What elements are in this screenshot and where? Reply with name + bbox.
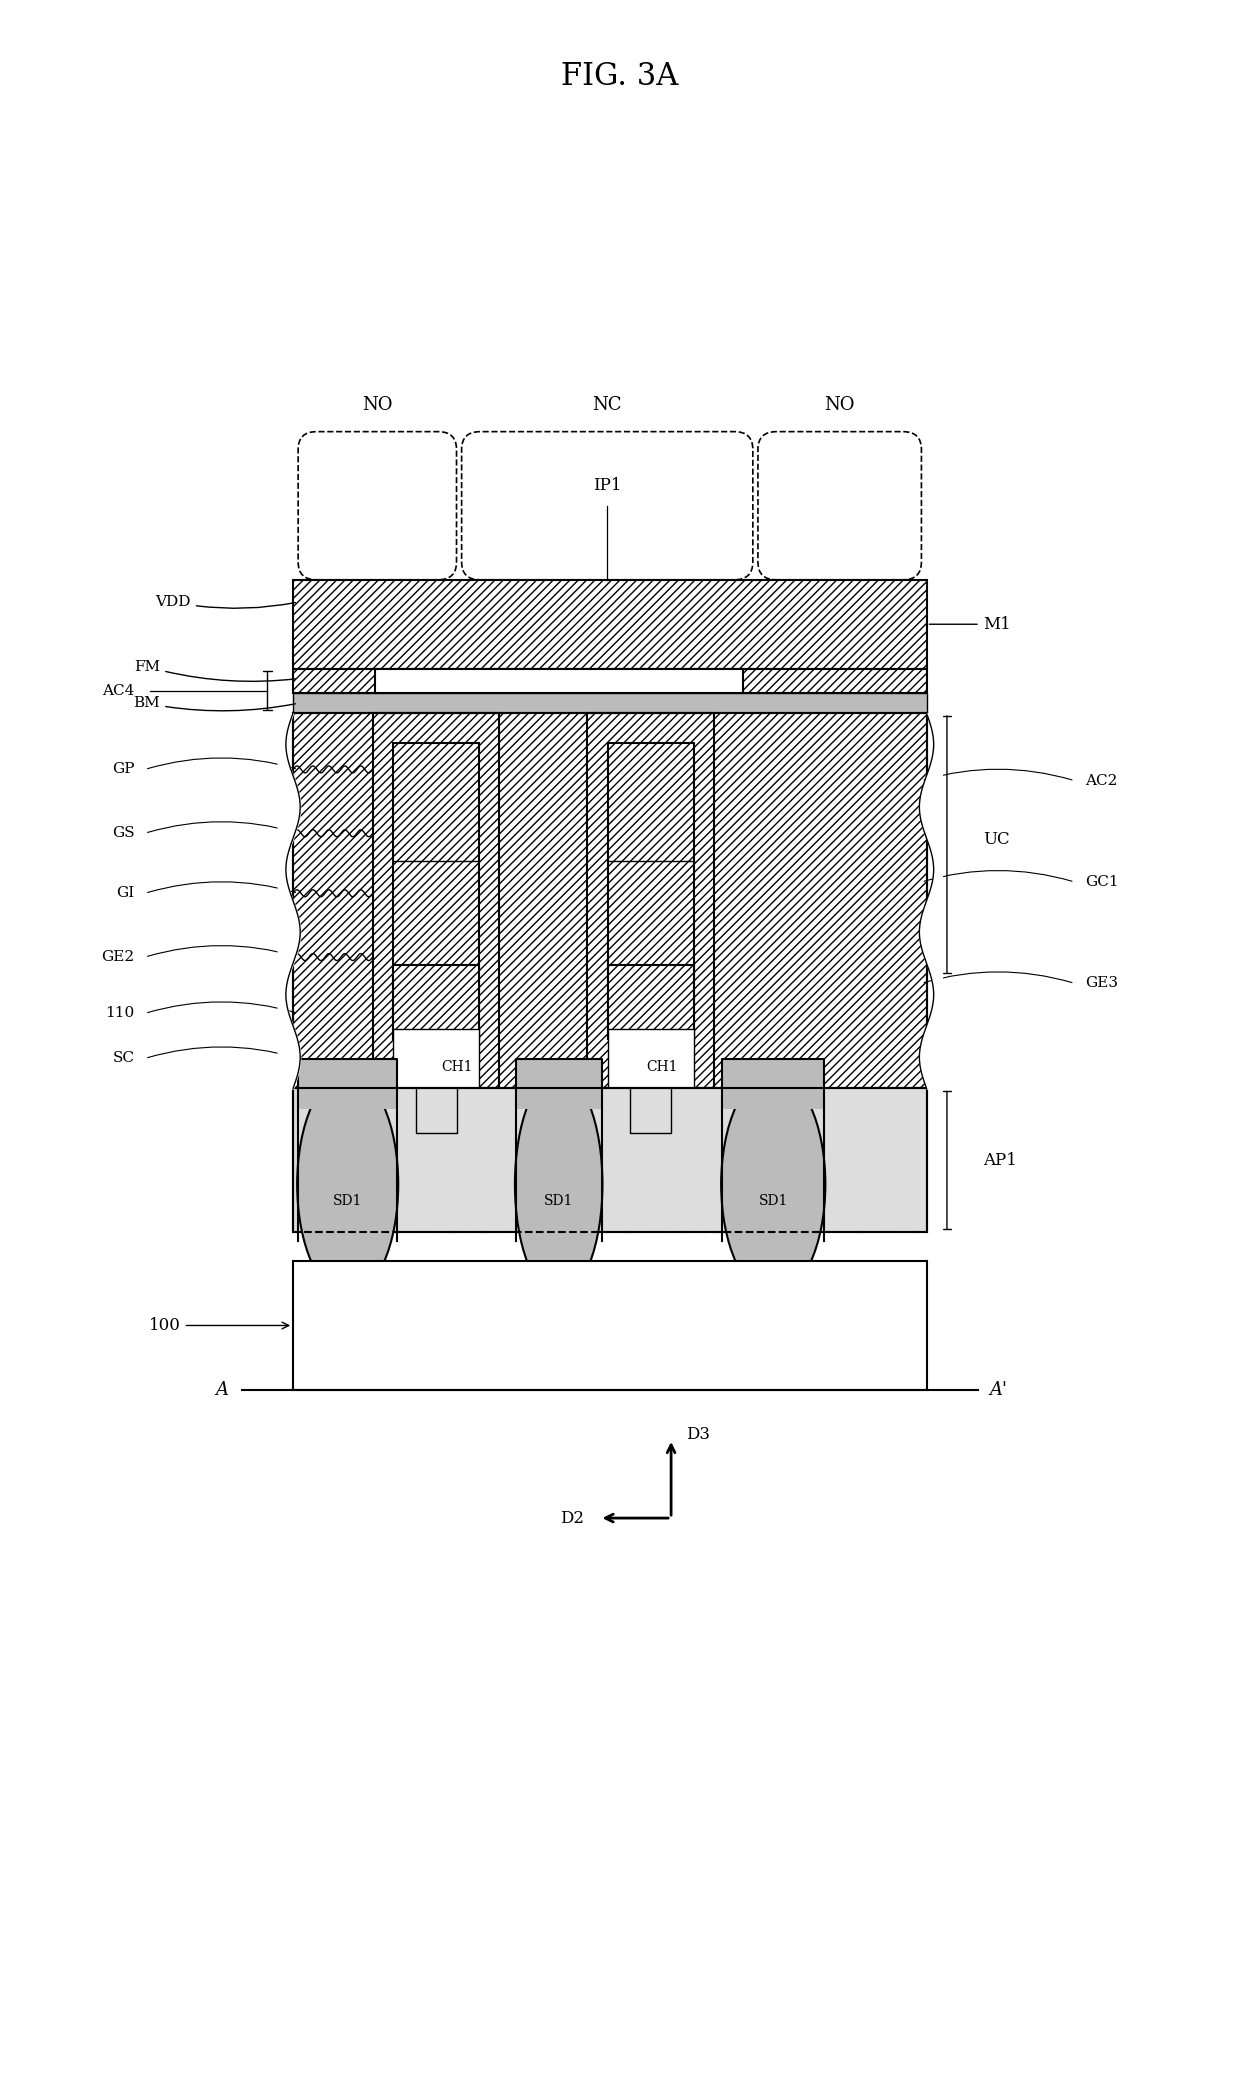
Ellipse shape bbox=[515, 1073, 603, 1297]
Text: UC: UC bbox=[983, 831, 1009, 848]
Bar bbox=[608, 965, 693, 1040]
Bar bbox=[293, 1088, 926, 1232]
Bar bbox=[588, 714, 714, 1088]
Text: A: A bbox=[215, 1380, 228, 1399]
Bar bbox=[722, 1059, 825, 1109]
Text: M1: M1 bbox=[929, 616, 1011, 633]
Text: NC: NC bbox=[593, 397, 622, 413]
Text: BM: BM bbox=[134, 695, 295, 710]
Bar bbox=[608, 965, 693, 1040]
Text: AC4: AC4 bbox=[102, 685, 135, 697]
Bar bbox=[608, 743, 693, 1040]
Text: SD1: SD1 bbox=[544, 1194, 573, 1207]
Text: 100: 100 bbox=[149, 1318, 289, 1334]
Text: GE3: GE3 bbox=[1085, 977, 1118, 990]
Text: NO: NO bbox=[825, 397, 854, 413]
Bar bbox=[608, 1029, 693, 1088]
Bar bbox=[293, 668, 926, 693]
Text: IP1: IP1 bbox=[593, 478, 621, 495]
Text: A': A' bbox=[990, 1380, 1007, 1399]
Bar bbox=[393, 743, 479, 1040]
Bar bbox=[293, 1261, 926, 1391]
Text: CH1: CH1 bbox=[646, 1059, 677, 1073]
Text: FM: FM bbox=[134, 660, 295, 681]
Bar bbox=[393, 743, 479, 1040]
Text: VDD: VDD bbox=[155, 595, 295, 610]
Text: GE2: GE2 bbox=[102, 950, 135, 965]
Text: CH1: CH1 bbox=[440, 1059, 472, 1073]
Text: AC2: AC2 bbox=[1085, 775, 1117, 787]
Bar bbox=[393, 965, 479, 1040]
Text: AP1: AP1 bbox=[983, 1153, 1017, 1169]
Ellipse shape bbox=[722, 1073, 826, 1297]
Text: GC1: GC1 bbox=[1085, 875, 1118, 889]
Text: GS: GS bbox=[112, 827, 135, 839]
Bar bbox=[293, 693, 926, 714]
Bar bbox=[293, 668, 926, 693]
Bar bbox=[293, 714, 926, 1088]
Bar bbox=[393, 1029, 479, 1088]
Text: GI: GI bbox=[117, 885, 135, 900]
Text: SD1: SD1 bbox=[759, 1194, 787, 1207]
Bar bbox=[608, 743, 693, 1040]
Text: SD1: SD1 bbox=[334, 1194, 362, 1207]
Text: NO: NO bbox=[362, 397, 393, 413]
Bar bbox=[298, 1059, 397, 1109]
Text: FIG. 3A: FIG. 3A bbox=[562, 61, 678, 92]
Text: SC: SC bbox=[113, 1052, 135, 1065]
Bar bbox=[293, 580, 926, 668]
Bar bbox=[393, 965, 479, 1040]
Bar bbox=[516, 1059, 601, 1109]
Bar bbox=[293, 714, 926, 1088]
Text: 110: 110 bbox=[105, 1006, 135, 1021]
Ellipse shape bbox=[298, 1073, 398, 1297]
Text: D2: D2 bbox=[560, 1510, 584, 1526]
Bar bbox=[373, 714, 500, 1088]
Text: GP: GP bbox=[112, 762, 135, 777]
Bar bbox=[293, 580, 926, 668]
Bar bbox=[374, 668, 743, 693]
Text: D3: D3 bbox=[687, 1426, 711, 1443]
